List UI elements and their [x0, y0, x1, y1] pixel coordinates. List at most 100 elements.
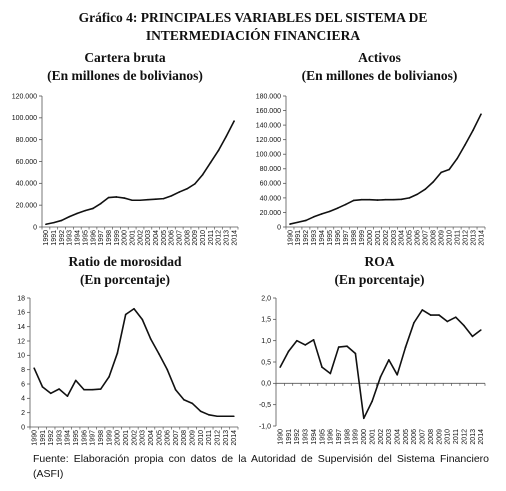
x-tick-label: 2001: [123, 430, 130, 446]
x-tick-label: 2000: [361, 429, 368, 445]
data-point: [408, 197, 411, 199]
x-tick-label: 2012: [215, 430, 222, 446]
data-point: [305, 219, 307, 222]
data-point: [321, 213, 323, 215]
x-tick-label: 2006: [165, 430, 172, 446]
x-tick-label: 2012: [462, 230, 469, 246]
data-point: [424, 188, 427, 190]
y-tick-label: 100.000: [256, 152, 281, 159]
x-tick-label: 1991: [286, 429, 293, 445]
data-point: [352, 199, 355, 202]
y-tick-label: 6: [21, 381, 25, 388]
chart-title-morosidad: Ratio de morosidad (En porcentaje): [20, 253, 230, 289]
x-tick-label: 2010: [445, 429, 452, 445]
data-point: [296, 339, 298, 342]
x-tick-label: 2003: [140, 430, 147, 446]
data-point: [178, 191, 180, 193]
x-tick-label: 2006: [169, 230, 176, 246]
y-tick-label: 16: [17, 310, 25, 317]
data-point: [312, 339, 315, 341]
x-tick-label: 1991: [51, 230, 58, 246]
x-tick-label: 1996: [90, 230, 97, 246]
chart2-subtitle: (En millones de bolivianos): [301, 68, 458, 83]
data-point: [454, 316, 457, 318]
data-point: [448, 168, 450, 171]
x-tick-label: 2008: [181, 430, 188, 446]
series-line: [33, 307, 234, 418]
x-tick-label: 2013: [224, 230, 231, 246]
data-point: [328, 210, 331, 213]
y-tick-label: 160.000: [256, 108, 281, 115]
x-tick-label: 2008: [431, 230, 438, 246]
x-tick-label: 2000: [122, 230, 129, 246]
x-tick-label: 2007: [423, 230, 430, 246]
data-point: [456, 157, 458, 160]
data-point: [58, 388, 60, 390]
data-point: [162, 197, 165, 200]
data-point: [149, 338, 152, 340]
y-tick-label: 20.000: [16, 203, 38, 210]
figure-title: Gráfico 4: PRINCIPALES VARIABLES DEL SIS…: [0, 9, 506, 45]
data-point: [362, 417, 365, 420]
figure-title-line1: Gráfico 4: PRINCIPALES VARIABLES DEL SIS…: [78, 10, 428, 25]
data-point: [84, 209, 86, 212]
data-point: [337, 346, 340, 348]
data-point: [346, 345, 348, 348]
x-tick-label: 1990: [31, 430, 38, 446]
data-point: [368, 198, 371, 201]
x-tick-label: 2014: [478, 429, 485, 445]
x-tick-label: 2002: [378, 429, 385, 445]
y-tick-label: 60.000: [16, 159, 38, 166]
x-tick-label: 2014: [478, 230, 485, 246]
x-tick-label: 2004: [399, 230, 406, 246]
y-tick-label: 10: [17, 353, 25, 360]
data-point: [124, 313, 127, 316]
chart1-title: Cartera bruta: [84, 50, 166, 65]
data-point: [471, 335, 474, 338]
data-point: [100, 202, 102, 205]
data-point: [379, 376, 382, 378]
chart-title-roa: ROA (En porcentaje): [262, 253, 497, 289]
data-point: [208, 414, 210, 416]
data-point: [174, 388, 177, 391]
data-point: [329, 372, 332, 375]
x-tick-label: 1992: [48, 430, 55, 446]
x-tick-label: 1998: [98, 430, 105, 446]
data-point: [91, 388, 94, 391]
data-point: [297, 221, 299, 224]
x-tick-label: 2006: [415, 230, 422, 246]
data-point: [191, 402, 194, 405]
data-point: [170, 195, 173, 197]
x-tick-label: 1996: [328, 429, 335, 445]
x-tick-label: 2003: [386, 429, 393, 445]
data-point: [472, 129, 474, 132]
y-tick-label: 0: [21, 424, 25, 431]
y-tick-label: 60.000: [260, 181, 282, 188]
x-tick-label: 1999: [359, 230, 366, 246]
x-tick-label: 2010: [198, 430, 205, 446]
data-point: [107, 196, 110, 199]
data-point: [371, 400, 373, 403]
x-tick-label: 1997: [98, 230, 105, 246]
data-point: [216, 415, 218, 418]
x-tick-label: 2014: [231, 230, 238, 246]
data-point: [336, 207, 339, 209]
data-point: [233, 415, 235, 418]
data-point: [224, 415, 227, 418]
y-tick-label: 1,5: [261, 317, 271, 324]
y-tick-label: 120.000: [256, 137, 281, 144]
data-point: [416, 193, 419, 196]
data-point: [60, 219, 63, 222]
series-line: [45, 120, 235, 226]
y-tick-label: 0: [277, 224, 281, 231]
data-point: [131, 199, 133, 202]
data-point: [123, 197, 126, 199]
x-tick-label: 1992: [59, 230, 66, 246]
x-tick-label: 2005: [403, 429, 410, 445]
x-tick-label: 2001: [375, 230, 382, 246]
data-point: [52, 221, 55, 224]
x-tick-label: 2003: [145, 230, 152, 246]
x-tick-label: 2008: [184, 230, 191, 246]
y-tick-label: 0: [33, 224, 37, 231]
